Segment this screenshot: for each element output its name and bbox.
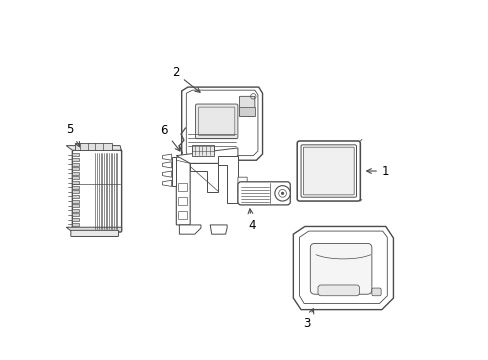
FancyBboxPatch shape [297, 141, 360, 201]
Bar [239, 107, 254, 116]
Bar [72, 195, 79, 198]
Polygon shape [162, 162, 171, 168]
Text: 1: 1 [366, 165, 388, 177]
Bar [72, 209, 79, 212]
FancyBboxPatch shape [71, 230, 118, 237]
Bar [72, 158, 79, 161]
Bar [72, 190, 79, 193]
Bar [72, 218, 79, 221]
Text: 5: 5 [66, 123, 80, 147]
FancyBboxPatch shape [310, 243, 371, 294]
Bar [72, 181, 79, 184]
Circle shape [274, 186, 290, 201]
FancyBboxPatch shape [371, 288, 380, 296]
Polygon shape [162, 180, 171, 186]
Bar [75, 143, 112, 150]
Polygon shape [176, 148, 238, 163]
FancyBboxPatch shape [238, 182, 290, 205]
Polygon shape [238, 177, 246, 185]
FancyBboxPatch shape [303, 147, 353, 195]
FancyBboxPatch shape [176, 157, 190, 225]
Polygon shape [162, 154, 171, 160]
Bar [72, 163, 79, 166]
FancyBboxPatch shape [301, 145, 356, 197]
FancyBboxPatch shape [72, 150, 122, 232]
Polygon shape [182, 87, 262, 160]
Bar [72, 176, 79, 180]
Bar [72, 186, 79, 189]
Bar [72, 204, 79, 207]
Polygon shape [66, 227, 122, 232]
FancyBboxPatch shape [239, 96, 254, 116]
Text: 3: 3 [303, 309, 313, 330]
Text: 2: 2 [171, 66, 200, 92]
Polygon shape [190, 163, 218, 192]
Polygon shape [162, 171, 171, 177]
Bar [72, 167, 79, 170]
Polygon shape [66, 145, 122, 152]
Circle shape [281, 192, 284, 195]
Polygon shape [171, 157, 176, 186]
Bar [178, 197, 187, 205]
Bar [192, 145, 214, 156]
Bar [72, 222, 79, 226]
Bar [72, 153, 79, 156]
FancyBboxPatch shape [317, 285, 359, 296]
Bar [72, 199, 79, 203]
Polygon shape [218, 156, 238, 203]
Text: 6: 6 [160, 124, 180, 151]
Bar [178, 183, 187, 191]
Polygon shape [210, 225, 226, 234]
Polygon shape [179, 225, 201, 234]
Polygon shape [238, 195, 246, 203]
Text: 4: 4 [247, 209, 255, 232]
Bar [178, 211, 187, 219]
Bar [72, 172, 79, 175]
FancyBboxPatch shape [195, 104, 238, 139]
Bar [192, 147, 214, 151]
Polygon shape [238, 186, 246, 194]
Bar [72, 213, 79, 216]
Polygon shape [293, 226, 393, 310]
